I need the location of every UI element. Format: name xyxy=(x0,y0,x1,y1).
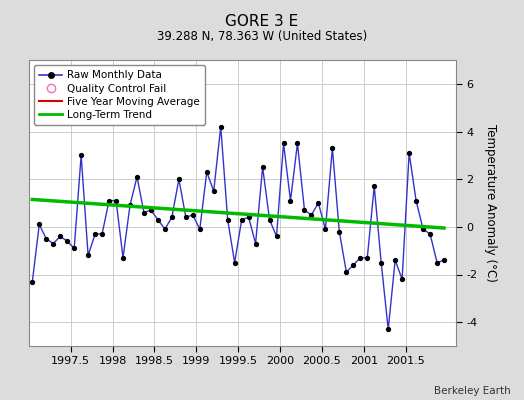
Y-axis label: Temperature Anomaly (°C): Temperature Anomaly (°C) xyxy=(484,124,497,282)
Legend: Raw Monthly Data, Quality Control Fail, Five Year Moving Average, Long-Term Tren: Raw Monthly Data, Quality Control Fail, … xyxy=(34,65,205,125)
Text: Berkeley Earth: Berkeley Earth xyxy=(434,386,511,396)
Text: 39.288 N, 78.363 W (United States): 39.288 N, 78.363 W (United States) xyxy=(157,30,367,43)
Text: GORE 3 E: GORE 3 E xyxy=(225,14,299,29)
